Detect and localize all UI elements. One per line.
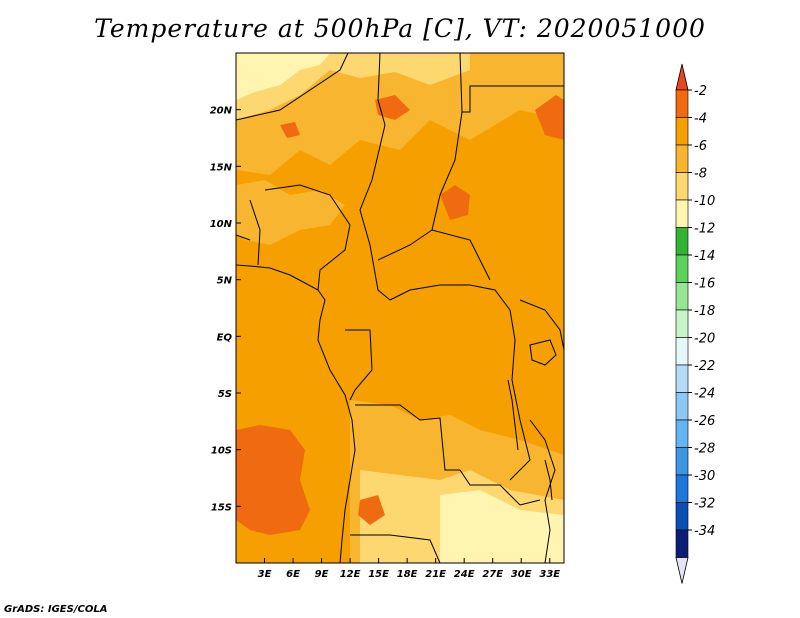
colorbar-label: -32: [694, 497, 715, 512]
lat-tick-label: 15N: [210, 162, 233, 173]
colorbar-label: -22: [694, 359, 715, 374]
colorbar-segment: [675, 392, 689, 421]
field-patch-west: [236, 180, 345, 245]
colorbar-top-arrow: [675, 63, 689, 91]
colorbar-segment: [675, 144, 689, 173]
map-frame: [235, 52, 565, 564]
colorbar-label: -2: [694, 84, 707, 99]
lon-tick-label: 12E: [340, 569, 361, 580]
lat-tick-label: 5N: [217, 276, 233, 287]
border-drc-angola: [355, 404, 460, 471]
colorbar-segment: [675, 529, 689, 558]
border-drc-north: [389, 284, 511, 311]
colorbar-label: -30: [694, 469, 715, 484]
colorbar-label: -6: [694, 139, 707, 154]
colorbar-label: -8: [694, 167, 707, 182]
lat-tick-label: EQ: [217, 332, 233, 343]
latitude-axis: 20N 15N 10N 5N EQ 5S 10S 15S: [210, 106, 241, 513]
lon-tick-label: 27E: [482, 569, 503, 580]
colorbar-segment: [675, 254, 689, 283]
border-west-states: [235, 199, 261, 266]
colorbar-segment: [675, 172, 689, 201]
colorbar-segment: [675, 309, 689, 338]
lon-tick-label: 24E: [454, 569, 475, 580]
lon-tick-label: 6E: [286, 569, 300, 580]
colorbar-label: -18: [694, 304, 715, 319]
colorbar-segment: [675, 227, 689, 256]
colorbar-label: -20: [694, 332, 715, 347]
colorbar-segment: [675, 364, 689, 393]
border-car: [377, 229, 491, 281]
border-drc-west: [345, 329, 373, 401]
border-nigeria: [264, 184, 351, 291]
colorbar-label: -4: [694, 112, 707, 127]
colorbar-segment: [675, 199, 689, 228]
lake-tanganyika: [507, 379, 519, 451]
field-warm-patch-center: [440, 185, 470, 220]
temperature-field: [236, 53, 564, 563]
map-title: Temperature at 500hPa [C], VT: 202005100…: [94, 14, 706, 43]
colorbar-label: -26: [694, 414, 715, 429]
colorbar-bottom-arrow: [675, 557, 689, 584]
colorbar-segment: [675, 502, 689, 531]
colorbar-label: -14: [694, 249, 715, 264]
lat-tick-label: 20N: [210, 106, 233, 117]
colorbar-label: -16: [694, 277, 715, 292]
field-warm-patch-south: [358, 495, 385, 525]
longitude-axis: 3E 6E 9E 12E 15E 18E 21E 24E 27E 30E 33E: [258, 558, 560, 580]
colorbar-label: -24: [694, 387, 715, 402]
colorbar-label: -12: [694, 222, 715, 237]
lake-malawi: [544, 459, 553, 501]
border-chad: [359, 179, 391, 301]
colorbar-label: -34: [694, 524, 715, 539]
colorbar: -2 -4 -6 -8 -10 -12 -14 -16 -18 -20 -22 -24 -26 -28 -3…: [675, 63, 715, 584]
lat-tick-label: 5S: [218, 389, 232, 400]
lon-tick-label: 15E: [368, 569, 389, 580]
lon-tick-label: 3E: [258, 569, 272, 580]
colorbar-segment: [675, 282, 689, 311]
lon-tick-label: 30E: [511, 569, 532, 580]
border-libya: [371, 52, 386, 181]
border-angola-namibia: [350, 534, 441, 564]
colorbar-label: -10: [694, 194, 715, 209]
colorbar-segment: [675, 89, 689, 118]
field-band-south-12: [440, 490, 564, 563]
lon-tick-label: 33E: [539, 569, 560, 580]
border-egypt-sudan: [459, 52, 564, 113]
lon-tick-label: 18E: [397, 569, 418, 580]
lat-tick-label: 10N: [210, 219, 233, 230]
colorbar-segment: [675, 117, 689, 146]
border-sahara: [235, 52, 349, 121]
colorbar-segment: [675, 474, 689, 503]
country-borders: [235, 52, 565, 564]
field-warm-patch-ne: [535, 95, 564, 140]
lon-tick-label: 9E: [315, 569, 329, 580]
border-zambia: [459, 469, 541, 506]
colorbar-label: -28: [694, 442, 715, 457]
border-sudan-chad: [431, 111, 463, 231]
field-warm-patch-small: [280, 122, 300, 138]
field-warm-patch-southwest: [236, 425, 310, 535]
grads-credit: GrADS: IGES/COLA: [4, 604, 108, 615]
lake-victoria: [529, 339, 557, 366]
colorbar-segment: [675, 337, 689, 366]
lon-tick-label: 21E: [425, 569, 446, 580]
field-band-north-12: [236, 53, 330, 100]
colorbar-segment: [675, 447, 689, 476]
lat-tick-label: 15S: [211, 502, 232, 513]
lat-tick-label: 10S: [211, 446, 232, 457]
border-drc-east: [509, 309, 531, 481]
field-warm-patch-north: [375, 95, 410, 120]
colorbar-segment: [675, 419, 689, 448]
coastline-west-africa: [235, 264, 356, 564]
